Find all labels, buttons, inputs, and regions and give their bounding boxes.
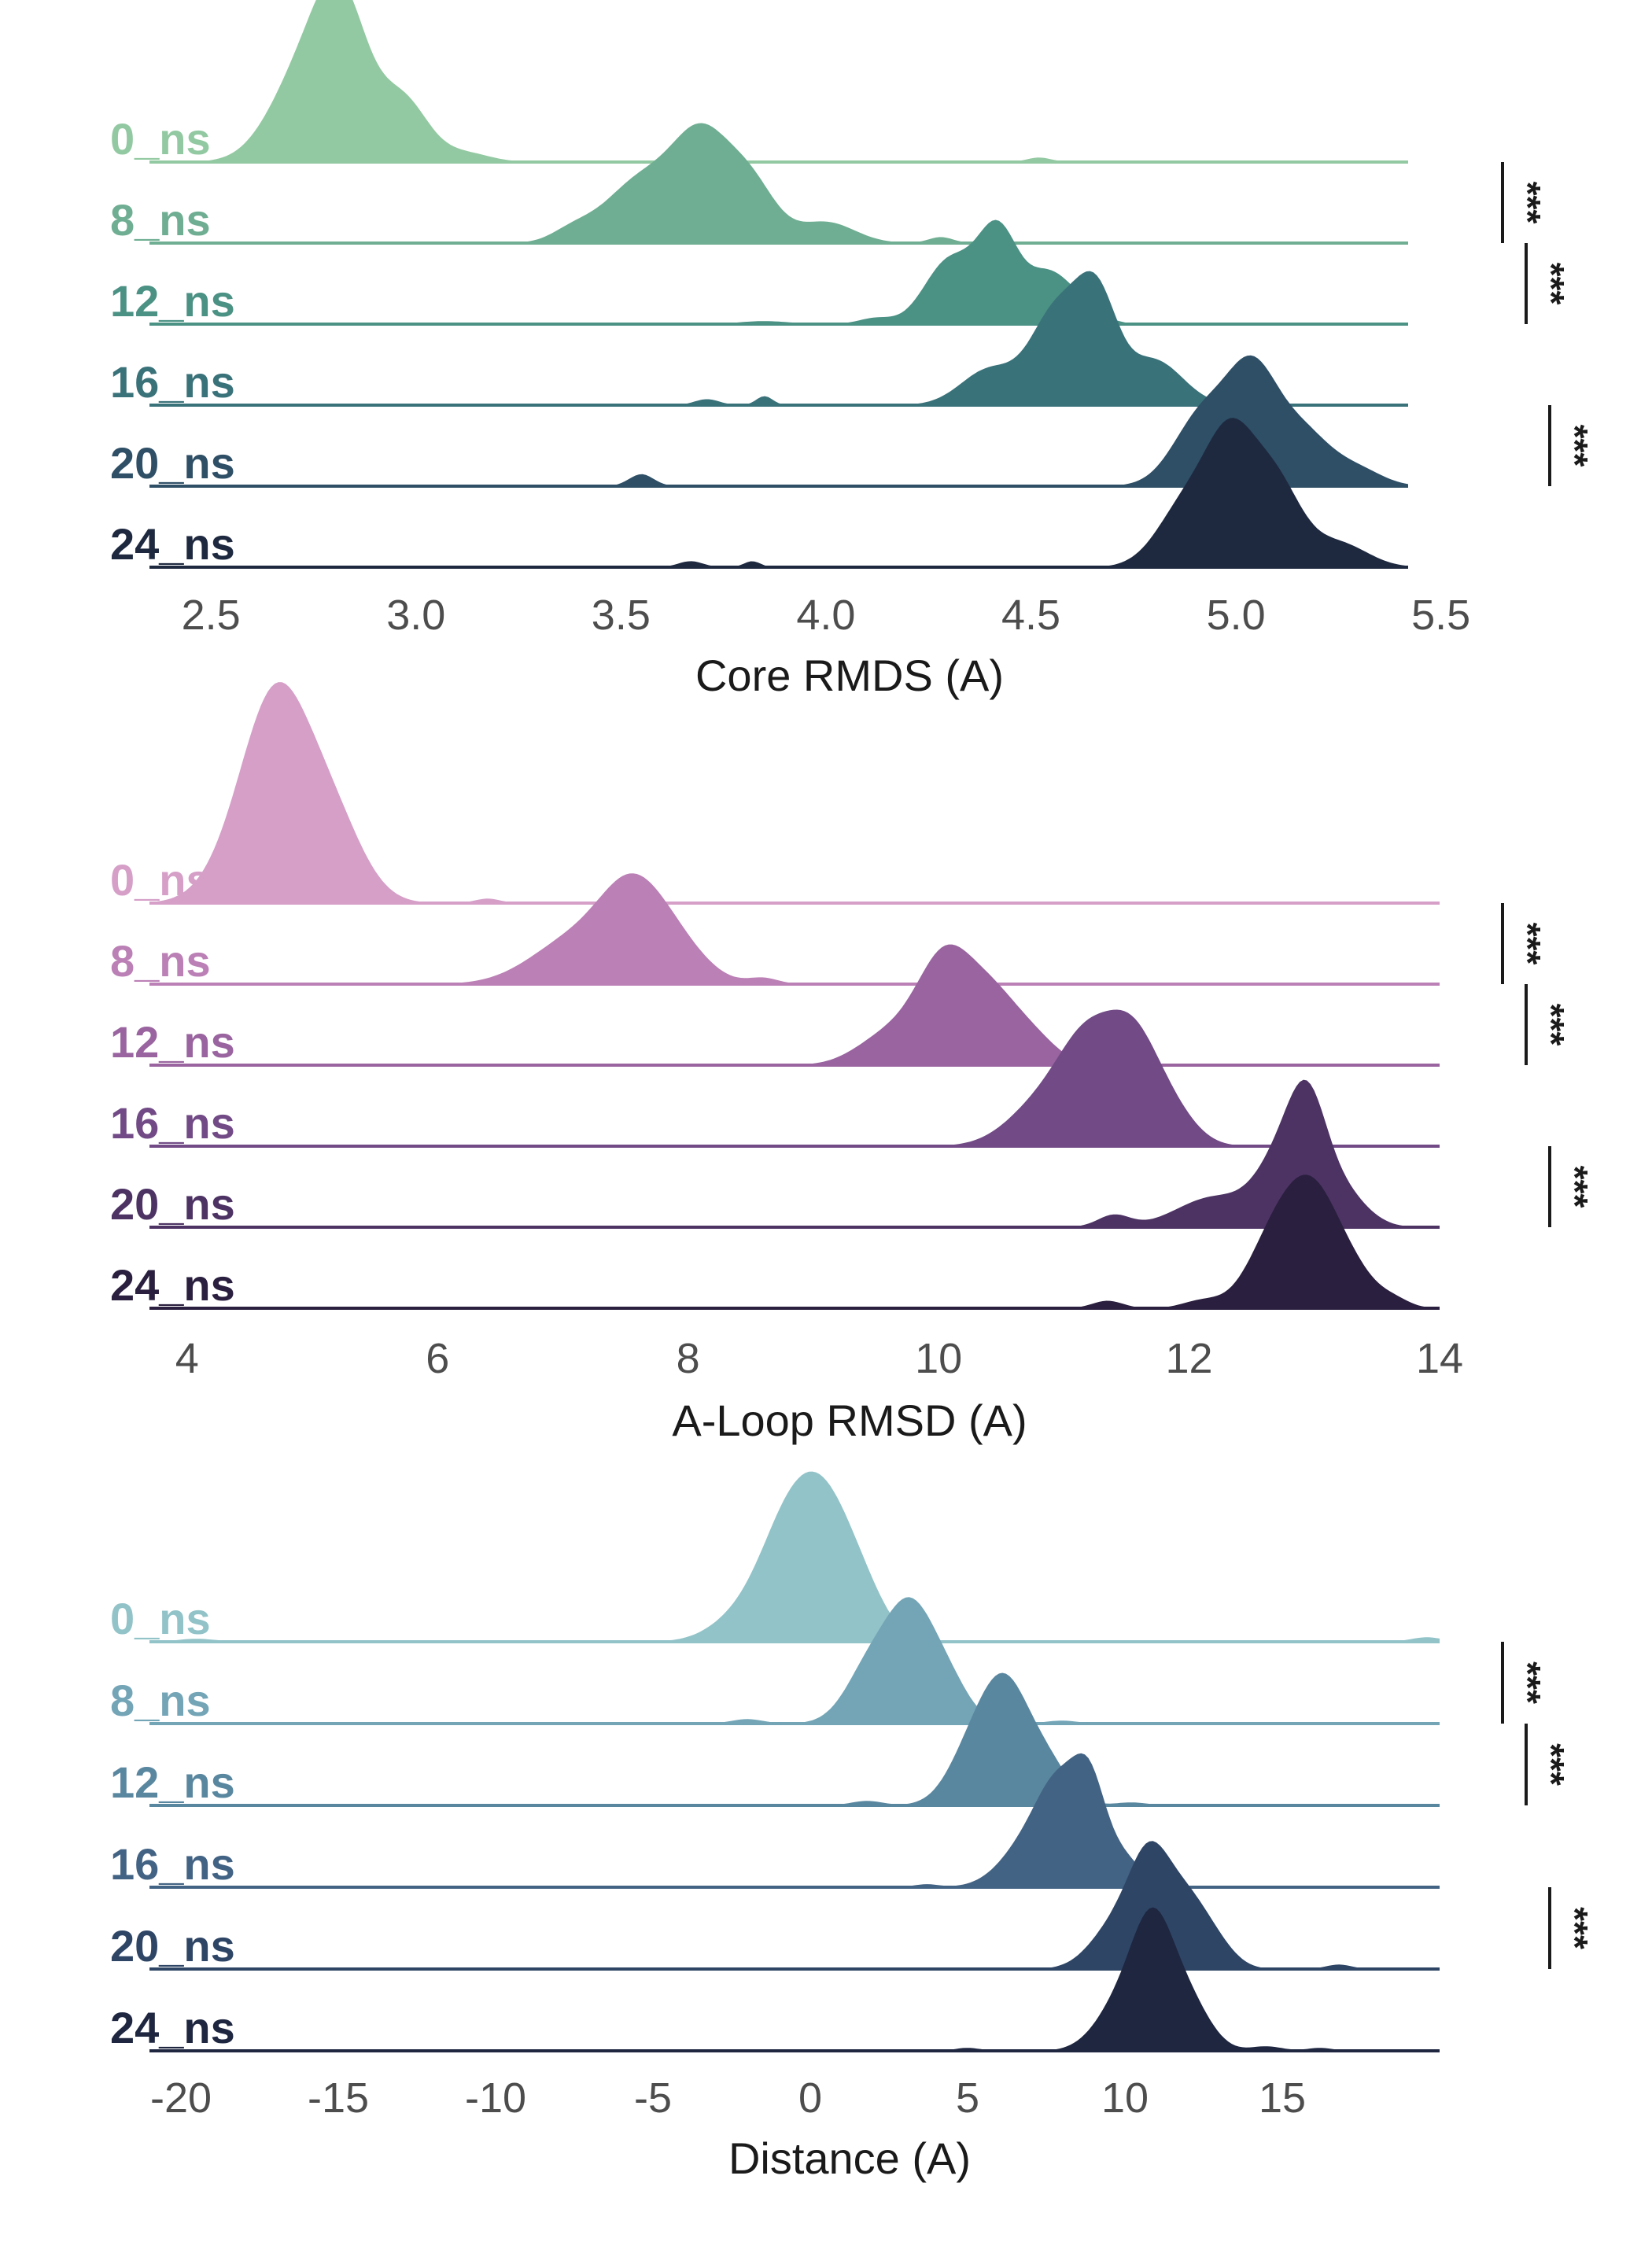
row-label-12_ns: 12_ns [110,1017,235,1067]
x-tick-label: 5.5 [1411,592,1470,639]
x-tick-label: 4.5 [1001,592,1060,639]
row-label-16_ns: 16_ns [110,1839,235,1889]
significance-label: *** [1554,425,1595,467]
panel-distance: 0_ns 8_ns 12_ns 16_ns 20_ns 24_ns -20 -15 -10 -5 0… [110,1471,1595,2183]
significance-label: *** [1554,1907,1595,1949]
x-tick-label: 5 [956,2074,979,2122]
row-label-20_ns: 20_ns [110,1921,235,1971]
ridge-20_ns [149,1841,1440,1969]
ridge-20_ns [149,355,1408,486]
ridge-16_ns [149,271,1408,405]
ridge-24_ns [149,418,1408,567]
x-tick-label: 3.5 [592,592,651,639]
ridge-20_ns [149,1079,1440,1227]
x-tick-label: 14 [1416,1335,1463,1382]
x-tick-label: -15 [308,2074,369,2122]
significance-label: *** [1531,263,1572,305]
row-label-0_ns: 0_ns [110,855,211,905]
panel-core-rmsd: 0_ns 8_ns 12_ns 16_ns 20_ns 24_ns 2.5 3.0 3.5 4.0… [110,0,1595,700]
x-tick-label: 8 [677,1335,700,1382]
ridge-16_ns [149,1009,1440,1146]
ridge-8_ns [149,123,1408,243]
row-label-8_ns: 8_ns [110,936,211,986]
ridge-0_ns [149,0,1408,162]
ridge-16_ns [149,1753,1440,1887]
significance-label: *** [1531,1004,1572,1046]
ridge-24_ns [149,1174,1440,1308]
x-tick-label: 4.0 [796,592,855,639]
x-tick-label: 3.0 [386,592,445,639]
x-tick-label: 10 [915,1335,962,1382]
x-axis-title: A-Loop RMSD (A) [672,1396,1027,1445]
x-tick-label: 10 [1101,2074,1149,2122]
row-label-24_ns: 24_ns [110,1260,235,1310]
row-label-20_ns: 20_ns [110,438,235,488]
row-label-16_ns: 16_ns [110,1098,235,1148]
row-label-8_ns: 8_ns [110,1676,211,1725]
x-tick-label: 4 [175,1335,199,1382]
x-tick-label: 15 [1259,2074,1306,2122]
x-tick-label: -20 [150,2074,212,2122]
ridge-12_ns [149,1672,1440,1805]
row-label-16_ns: 16_ns [110,357,235,407]
significance-label: *** [1531,1743,1572,1786]
x-axis-title: Core RMDS (A) [695,651,1004,700]
row-label-0_ns: 0_ns [110,114,211,164]
ridge-0_ns [149,682,1440,903]
panel-aloop-rmsd: 0_ns 8_ns 12_ns 16_ns 20_ns 24_ns 4 6 8 10 12 14 A-L… [110,682,1595,1445]
row-label-12_ns: 12_ns [110,1757,235,1807]
row-label-0_ns: 0_ns [110,1594,211,1643]
ridge-24_ns [149,1907,1440,2051]
x-tick-label: 5.0 [1207,592,1266,639]
x-tick-label: -10 [465,2074,526,2122]
row-label-24_ns: 24_ns [110,2003,235,2052]
x-tick-label: 12 [1166,1335,1213,1382]
significance-label: *** [1554,1166,1595,1208]
significance-label: *** [1507,923,1548,965]
x-tick-label: 0 [798,2074,822,2122]
x-tick-label: 2.5 [182,592,241,639]
row-label-12_ns: 12_ns [110,276,235,326]
row-label-20_ns: 20_ns [110,1179,235,1229]
row-label-24_ns: 24_ns [110,519,235,569]
significance-label: *** [1507,182,1548,224]
ridge-12_ns [149,944,1440,1065]
row-label-8_ns: 8_ns [110,195,211,245]
significance-label: *** [1507,1661,1548,1704]
x-axis-title: Distance (A) [728,2133,971,2183]
x-tick-label: 6 [426,1335,449,1382]
ridge-0_ns [149,1471,1440,1642]
x-tick-label: -5 [634,2074,672,2122]
